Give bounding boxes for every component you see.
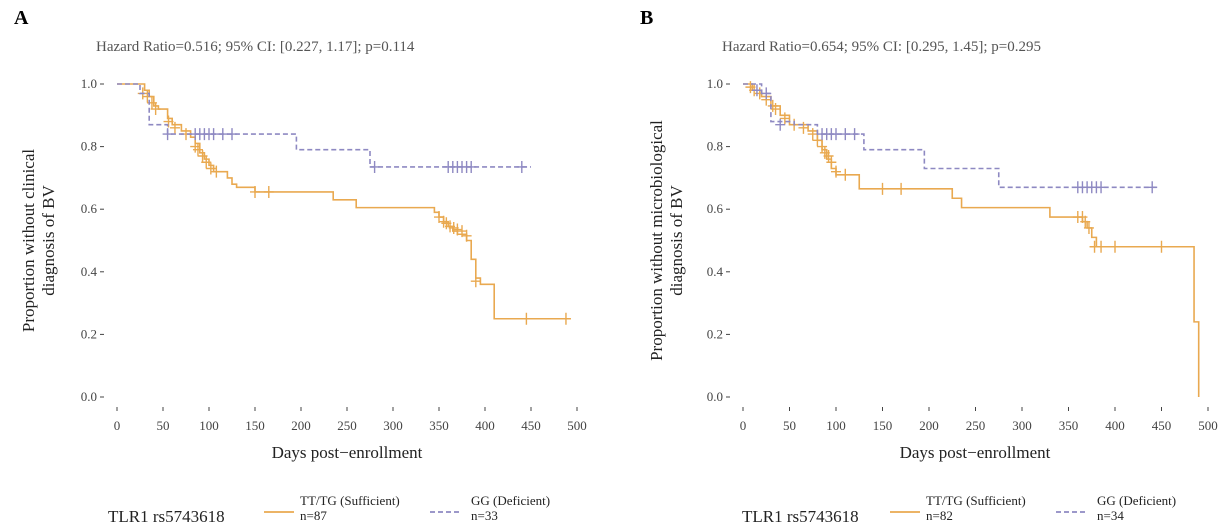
censor-mark-sufficient xyxy=(780,112,790,124)
censor-mark-sufficient xyxy=(1157,241,1167,253)
x-tick-label: 400 xyxy=(1105,418,1125,433)
censor-mark-deficient xyxy=(227,128,237,140)
y-tick-label: 1.0 xyxy=(707,76,723,91)
censor-mark-sufficient xyxy=(896,183,906,195)
hazard-ratio-subtitle: Hazard Ratio=0.654; 95% CI: [0.295, 1.45… xyxy=(722,39,1041,55)
censor-mark-deficient xyxy=(209,128,219,140)
y-tick-label: 0.6 xyxy=(707,201,724,216)
y-tick-label: 1.0 xyxy=(81,76,97,91)
x-tick-label: 150 xyxy=(873,418,893,433)
x-tick-label: 200 xyxy=(291,418,311,433)
x-tick-label: 450 xyxy=(521,418,541,433)
km-curve-sufficient xyxy=(743,84,1199,397)
censor-mark-deficient xyxy=(831,128,841,140)
censor-mark-sufficient xyxy=(471,275,481,287)
x-tick-label: 250 xyxy=(337,418,357,433)
censor-mark-sufficient xyxy=(142,91,152,103)
censor-mark-sufficient xyxy=(164,116,174,128)
legend-n-deficient: n=34 xyxy=(1097,508,1124,523)
x-tick-label: 100 xyxy=(826,418,846,433)
legend-n-sufficient: n=82 xyxy=(926,508,953,523)
censor-mark-sufficient xyxy=(206,163,216,175)
y-axis-label-line-2: diagnosis of BV xyxy=(39,185,58,296)
y-tick-label: 0.4 xyxy=(81,264,98,279)
y-tick-label: 0.2 xyxy=(707,326,723,341)
panel-label: B xyxy=(640,7,653,29)
x-tick-label: 150 xyxy=(245,418,265,433)
x-tick-label: 300 xyxy=(383,418,403,433)
x-tick-label: 50 xyxy=(157,418,170,433)
x-tick-label: 200 xyxy=(919,418,939,433)
x-tick-label: 500 xyxy=(1198,418,1218,433)
panel-b: B Hazard Ratio=0.654; 95% CI: [0.295, 1.4… xyxy=(640,7,1218,526)
x-tick-label: 400 xyxy=(475,418,495,433)
censor-mark-deficient xyxy=(517,161,527,173)
censor-mark-deficient xyxy=(370,161,380,173)
x-tick-label: 300 xyxy=(1012,418,1032,433)
censor-mark-sufficient xyxy=(840,169,850,181)
y-axis-label-line-2: diagnosis of BV xyxy=(667,185,686,296)
censor-mark-sufficient xyxy=(1110,241,1120,253)
legend-title: TLR1 rs5743618 xyxy=(108,507,225,526)
censor-mark-sufficient xyxy=(771,103,781,115)
hazard-ratio-subtitle: Hazard Ratio=0.516; 95% CI: [0.227, 1.17… xyxy=(96,39,415,55)
censor-mark-sufficient xyxy=(521,313,531,325)
censor-mark-sufficient xyxy=(264,186,274,198)
censor-mark-deficient xyxy=(850,128,860,140)
y-tick-label: 0.4 xyxy=(707,264,724,279)
censor-mark-sufficient xyxy=(1096,241,1106,253)
censor-mark-sufficient xyxy=(878,183,888,195)
y-axis-label-line-1: Proportion without microbiological xyxy=(647,120,666,361)
censor-mark-sufficient xyxy=(798,122,808,134)
y-tick-label: 0.0 xyxy=(707,389,723,404)
legend-label-deficient: GG (Deficient) xyxy=(1097,493,1176,508)
panel-a: A Hazard Ratio=0.516; 95% CI: [0.227, 1.1… xyxy=(14,7,587,526)
x-tick-label: 350 xyxy=(429,418,449,433)
legend-label-sufficient: TT/TG (Sufficient) xyxy=(926,493,1026,508)
censor-mark-deficient xyxy=(761,87,771,99)
x-axis-label: Days post−enrollment xyxy=(272,443,423,462)
censor-mark-deficient xyxy=(752,84,762,96)
censor-mark-sufficient xyxy=(831,166,841,178)
censor-mark-deficient xyxy=(466,161,476,173)
censor-mark-sufficient xyxy=(817,141,827,153)
x-tick-label: 50 xyxy=(783,418,796,433)
x-tick-label: 450 xyxy=(1152,418,1172,433)
x-tick-label: 0 xyxy=(740,418,747,433)
y-tick-label: 0.8 xyxy=(707,139,723,154)
censor-mark-sufficient xyxy=(190,141,200,153)
legend-n-sufficient: n=87 xyxy=(300,508,327,523)
y-tick-label: 0.2 xyxy=(81,326,97,341)
censor-mark-deficient xyxy=(218,128,228,140)
y-tick-label: 0.0 xyxy=(81,389,97,404)
y-tick-label: 0.8 xyxy=(81,139,97,154)
censor-mark-sufficient xyxy=(808,128,818,140)
legend-title: TLR1 rs5743618 xyxy=(742,507,859,526)
censor-mark-sufficient xyxy=(193,144,203,156)
km-curve-sufficient xyxy=(117,84,568,319)
x-tick-label: 250 xyxy=(966,418,986,433)
x-axis-label: Days post−enrollment xyxy=(900,443,1051,462)
censor-mark-deficient xyxy=(1096,181,1106,193)
legend-n-deficient: n=33 xyxy=(471,508,498,523)
censor-mark-sufficient xyxy=(812,134,822,146)
y-axis-label-line-1: Proportion without clinical xyxy=(19,149,38,332)
x-tick-label: 100 xyxy=(199,418,219,433)
censor-mark-deficient xyxy=(840,128,850,140)
x-tick-label: 0 xyxy=(114,418,121,433)
panel-label: A xyxy=(14,7,29,29)
km-curve-deficient xyxy=(743,84,1157,187)
legend-label-deficient: GG (Deficient) xyxy=(471,493,550,508)
censor-mark-sufficient xyxy=(561,313,571,325)
censor-mark-sufficient xyxy=(768,100,778,112)
censor-mark-deficient xyxy=(775,119,785,131)
censor-mark-deficient xyxy=(163,128,173,140)
censor-mark-deficient xyxy=(1147,181,1157,193)
censor-mark-sufficient xyxy=(826,156,836,168)
x-tick-label: 500 xyxy=(567,418,587,433)
x-tick-label: 350 xyxy=(1059,418,1079,433)
legend-label-sufficient: TT/TG (Sufficient) xyxy=(300,493,400,508)
y-tick-label: 0.6 xyxy=(81,201,98,216)
